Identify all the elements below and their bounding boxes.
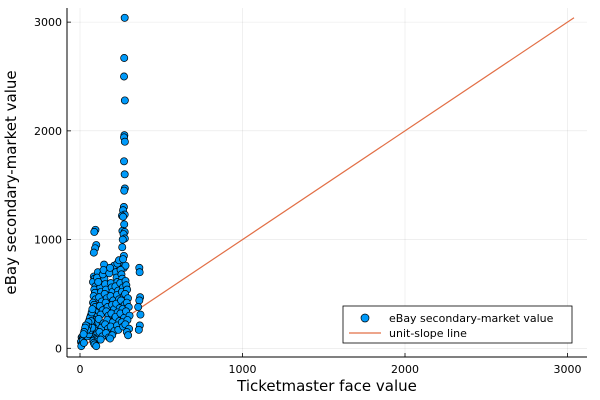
legend: eBay secondary-market value unit-slope li…: [342, 305, 573, 344]
scatter-point: [134, 303, 143, 311]
scatter-points-series: [77, 13, 145, 351]
scatter-point: [118, 243, 127, 252]
x-tick-label: 2000: [391, 363, 419, 376]
scatter-point: [135, 296, 144, 305]
scatter-point: [120, 54, 129, 62]
scatter-point: [135, 268, 144, 277]
legend-label-line: unit-slope line: [389, 327, 467, 340]
scatter-point: [134, 325, 143, 334]
scatter-point: [119, 212, 128, 221]
scatter-point: [120, 137, 129, 146]
scatter-point: [118, 235, 127, 244]
y-tick-label: 3000: [34, 16, 62, 29]
legend-marker-scatter: [360, 313, 370, 323]
legend-box: [342, 305, 573, 344]
scatter-point: [120, 96, 129, 105]
y-axis-label: eBay secondary-market value: [2, 70, 20, 294]
scatter-point: [79, 330, 88, 339]
scatter-point: [94, 314, 103, 323]
scatter-point: [88, 305, 97, 314]
unit-slope-line: [79, 17, 575, 349]
scatter-point: [124, 331, 133, 340]
scatter-point: [79, 338, 88, 347]
y-tick-label: 2000: [34, 125, 62, 138]
x-tick-label: 1000: [229, 363, 257, 376]
scatter-point: [119, 255, 128, 264]
scatter-point: [89, 248, 98, 257]
scatter-point: [90, 228, 99, 236]
scatter-point: [106, 263, 115, 272]
y-tick-label: 0: [55, 342, 62, 355]
x-tick-label: 3000: [554, 363, 582, 376]
scatter-point: [120, 170, 129, 179]
x-axis-label: Ticketmaster face value: [236, 377, 417, 395]
legend-label-scatter: eBay secondary-market value: [389, 312, 554, 325]
scatter-point: [92, 342, 101, 351]
axis-ticks: 0 1000 2000 3000 0 1000 2000 3000: [34, 16, 582, 376]
scatter-point: [120, 186, 129, 195]
scatter-point: [120, 220, 129, 229]
scatter-point: [96, 335, 105, 344]
scatter-point: [94, 278, 103, 286]
grid-lines: [67, 8, 587, 357]
y-tick-label: 1000: [34, 234, 62, 247]
scatter-point: [106, 334, 115, 343]
plot-frame: [66, 8, 587, 358]
x-tick-label: 0: [77, 363, 84, 376]
scatter-point: [120, 157, 128, 166]
scatter-point: [136, 310, 145, 319]
unit-slope-line-series: [79, 17, 575, 349]
scatter-point: [120, 13, 129, 22]
scatter-point: [120, 72, 128, 81]
